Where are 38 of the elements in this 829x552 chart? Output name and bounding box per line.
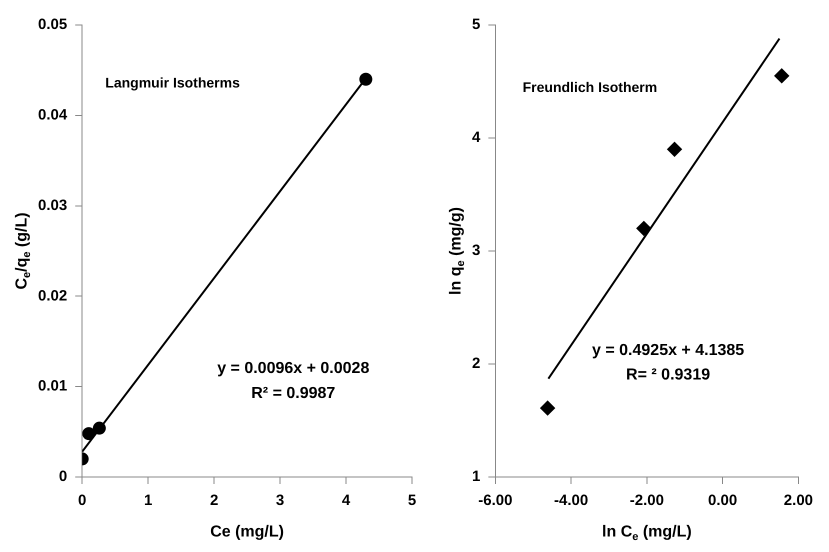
y-tick-label: 0.03 <box>38 196 68 214</box>
annotation: y = 0.0096x + 0.0028 <box>217 360 370 377</box>
point <box>82 427 96 440</box>
annotation: Langmuir Isotherms <box>105 74 240 91</box>
annotation: Freundlich Isotherm <box>522 79 658 96</box>
y-axis-title: Ce/qe (g/L) <box>13 212 33 290</box>
y-tick-label: 4 <box>472 129 481 146</box>
y-axis-title: ln qe (mg/g) <box>447 207 467 295</box>
x-tick-label: 0 <box>78 492 86 510</box>
x-tick-label: 2.00 <box>784 492 814 510</box>
y-tick-label: 3 <box>472 242 480 260</box>
y-tick-label: 0.05 <box>38 16 68 34</box>
x-tick-label: -2.00 <box>630 492 664 510</box>
y-tick-label: 0.04 <box>38 106 68 124</box>
point <box>774 68 790 84</box>
x-tick-label: 1 <box>144 492 152 510</box>
x-axis-title: Ce (mg/L) <box>210 523 284 540</box>
point <box>667 142 682 157</box>
x-tick-label: 3 <box>276 492 284 510</box>
annotation: R² = 0.9987 <box>251 384 336 402</box>
y-tick-label: 5 <box>472 16 480 34</box>
point <box>636 220 652 236</box>
point <box>359 72 372 86</box>
point <box>540 400 556 416</box>
y-tick-label: 0.01 <box>38 378 68 395</box>
x-tick-label: 2 <box>210 492 218 510</box>
x-tick-label: -6.00 <box>478 492 512 510</box>
x-tick-label: 0.00 <box>708 492 738 510</box>
y-tick-label: 0 <box>58 468 68 486</box>
y-tick-label: 1 <box>472 468 480 486</box>
x-tick-label: -4.00 <box>554 492 588 510</box>
point <box>92 422 106 435</box>
x-tick-label: 5 <box>408 492 416 510</box>
y-tick-label: 2 <box>472 355 480 372</box>
annotation: R= ² 0.9319 <box>626 366 710 384</box>
annotation: y = 0.4925x + 4.1385 <box>592 342 744 359</box>
y-tick-label: 0.02 <box>38 287 68 304</box>
x-tick-label: 4 <box>342 492 351 510</box>
